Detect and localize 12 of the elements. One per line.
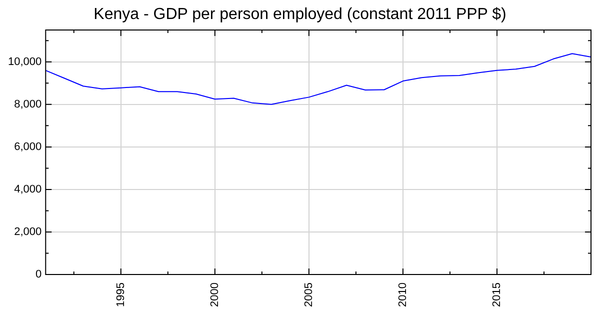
chart-title: Kenya - GDP per person employed (constant 2011 PPP $) [92, 6, 508, 24]
x-tick-label: 2000 [208, 282, 221, 308]
y-tick-label: 10,000 [8, 56, 42, 68]
y-tick-label: 8,000 [14, 98, 42, 110]
y-tick-label: 4,000 [14, 184, 42, 196]
y-tick-label: 6,000 [14, 140, 42, 153]
x-tick-label: 2010 [396, 282, 409, 308]
x-tick-label: 2015 [491, 282, 504, 308]
y-tick-label: 0 [36, 268, 42, 281]
x-tick-label: 2005 [302, 282, 315, 308]
x-tick-label: 1995 [114, 282, 127, 308]
y-tick-label: 2,000 [14, 226, 42, 238]
